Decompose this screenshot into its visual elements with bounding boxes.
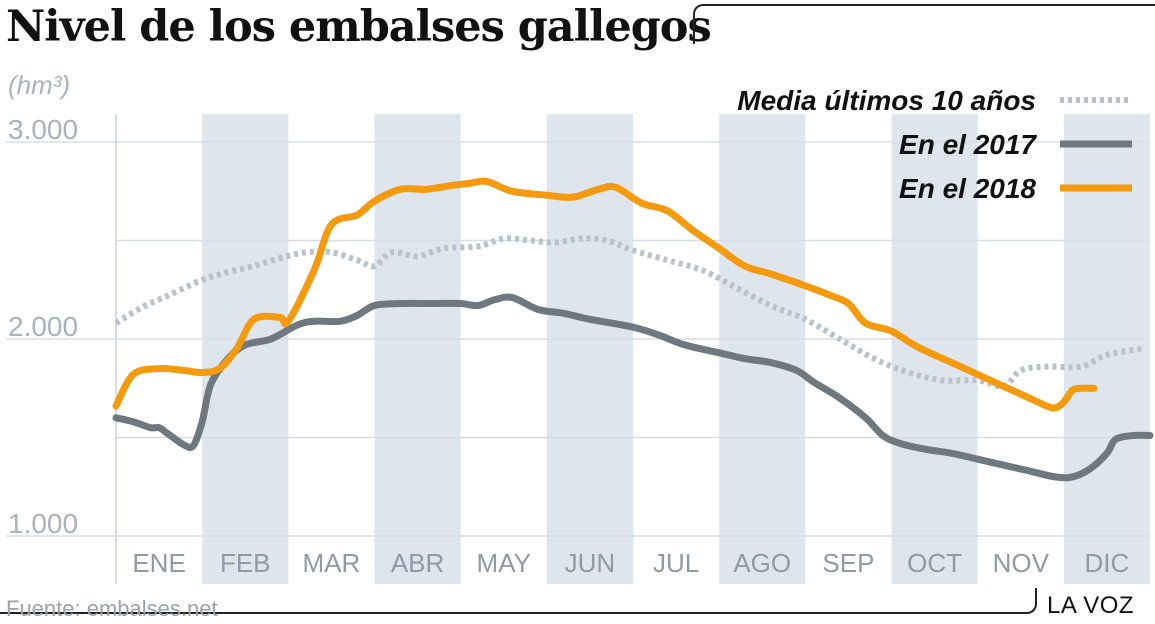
month-band-oct (891, 114, 978, 584)
brand-logo: LA VOZ (1047, 592, 1135, 619)
series-line-media (114, 235, 1142, 390)
x-axis-ticks: ENE FEB MAR ABR MAY JUN JUL AGO SEP OCT NOV DIC (132, 548, 1129, 578)
x-tick-abr: ABR (391, 548, 444, 578)
month-band-ago (719, 114, 806, 584)
x-tick-jul: JUL (653, 548, 699, 578)
x-tick-feb: FEB (220, 548, 271, 578)
month-band-feb (202, 114, 289, 584)
legend-label-0: Media últimos 10 años (737, 85, 1036, 116)
series-line-2017 (112, 293, 1154, 482)
y-axis-ticks: 1.000 2.000 3.000 (8, 114, 78, 539)
x-tick-nov: NOV (993, 548, 1050, 578)
legend: Media últimos 10 años En el 2017 En el 201… (737, 85, 1132, 204)
x-tick-jun: JUN (565, 548, 616, 578)
series-lines (112, 177, 1154, 482)
legend-label-2: En el 2018 (899, 173, 1036, 204)
x-tick-oct: OCT (907, 548, 962, 578)
y-tick-label: 2.000 (8, 311, 78, 342)
source-note: Fuente: embalses.net (6, 596, 218, 621)
y-tick-label: 3.000 (8, 114, 78, 145)
series-line-2018 (112, 177, 1098, 412)
month-band-dic (1063, 114, 1150, 584)
x-tick-mar: MAR (303, 548, 361, 578)
y-tick-label: 1.000 (8, 508, 78, 539)
y-axis-unit-label: (hm³) (8, 70, 71, 100)
x-tick-may: MAY (477, 548, 531, 578)
gridlines (6, 114, 1150, 584)
footer-bracket-rule (0, 588, 1037, 614)
x-tick-sep: SEP (822, 548, 874, 578)
title-bracket-rule (693, 4, 1155, 44)
month-band-jun (546, 114, 633, 584)
x-tick-ene: ENE (132, 548, 185, 578)
x-tick-dic: DIC (1085, 548, 1130, 578)
chart-plot: 1.000 2.000 3.000 ENE FEB MAR ABR MAY JUN JUL AGO… (6, 85, 1154, 584)
legend-label-1: En el 2017 (899, 129, 1037, 160)
chart-title: Nivel de los embalses gallegos (6, 2, 712, 52)
x-tick-ago: AGO (733, 548, 791, 578)
